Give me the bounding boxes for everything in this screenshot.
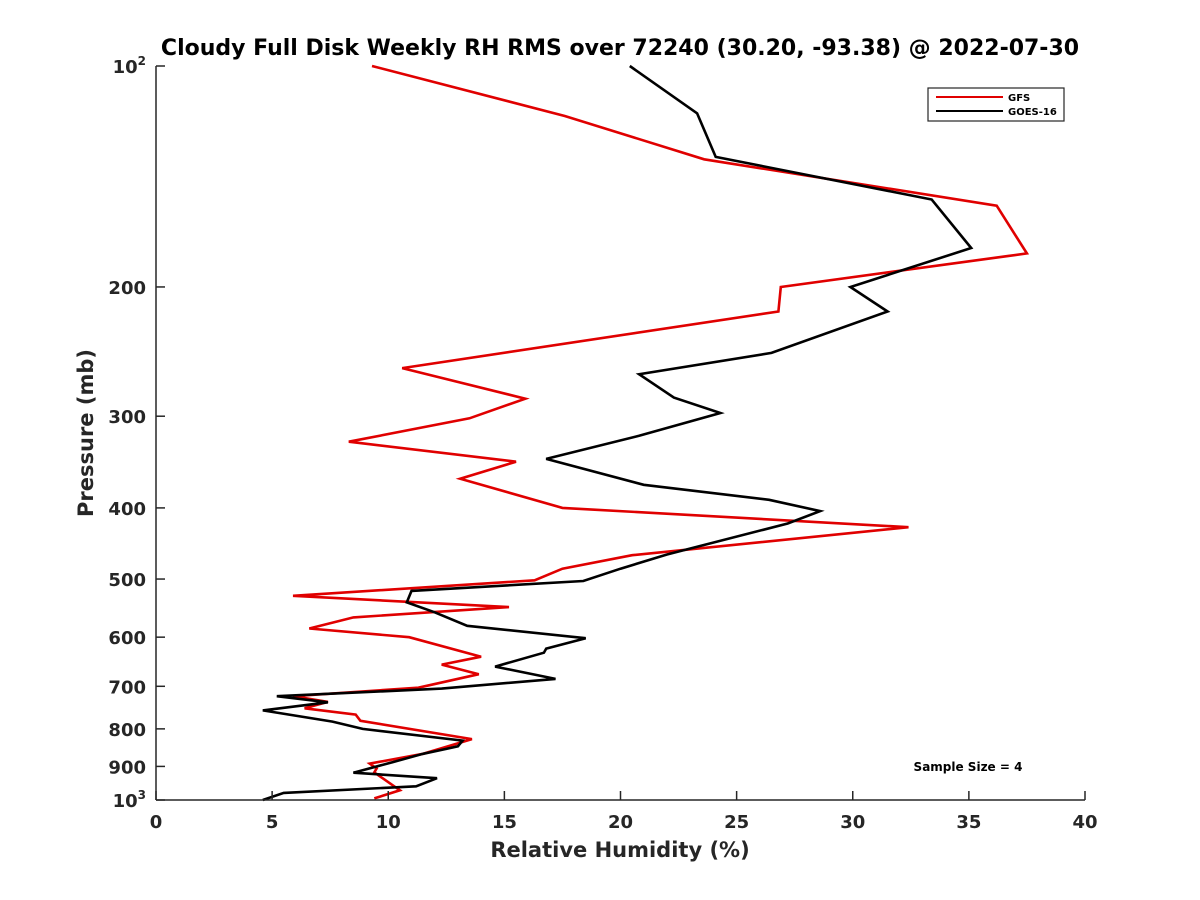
legend-label-gfs: GFS <box>1008 93 1030 104</box>
y-tick-label: 200 <box>108 278 146 299</box>
x-tick-label: 35 <box>956 812 981 833</box>
y-tick-label: 900 <box>108 757 146 778</box>
x-tick-label: 15 <box>492 812 517 833</box>
sample-size-annotation: Sample Size = 4 <box>914 760 1023 774</box>
y-tick-label-base: 600 <box>108 628 146 649</box>
y-tick-label: 500 <box>108 570 146 591</box>
y-tick-label: 700 <box>108 677 146 698</box>
series-line-goes16 <box>262 64 974 802</box>
y-tick-label-exponent: 3 <box>138 788 146 802</box>
y-tick-label: 102 <box>113 54 146 78</box>
chart-title: Cloudy Full Disk Weekly RH RMS over 7224… <box>161 36 1079 61</box>
series-line-gfs <box>292 64 1030 800</box>
y-axis-label: Pressure (mb) <box>74 349 98 517</box>
y-tick-label-base: 300 <box>108 407 146 428</box>
y-tick-label-base: 400 <box>108 499 146 520</box>
x-tick-label: 30 <box>840 812 865 833</box>
x-tick-label: 25 <box>724 812 749 833</box>
y-tick-label-base: 500 <box>108 570 146 591</box>
plot-area: 0 5 10 15 20 25 30 35 40 10220030040050060070080… <box>108 54 1097 833</box>
y-tick-label-base: 10 <box>113 57 138 78</box>
y-tick-label: 400 <box>108 499 146 520</box>
y-tick-label: 800 <box>108 720 146 741</box>
y-tick-label-base: 800 <box>108 720 146 741</box>
series-layer <box>262 64 1030 802</box>
y-tick-label: 600 <box>108 628 146 649</box>
y-tick-label-base: 700 <box>108 677 146 698</box>
x-tick-label: 0 <box>150 812 163 833</box>
y-tick-label: 300 <box>108 407 146 428</box>
y-tick-label-base: 10 <box>113 791 138 812</box>
x-tick-label: 40 <box>1072 812 1097 833</box>
y-tick-label: 103 <box>113 788 146 812</box>
x-axis-label: Relative Humidity (%) <box>490 838 749 862</box>
y-tick-label-base: 900 <box>108 757 146 778</box>
legend-label-goes16: GOES-16 <box>1008 107 1057 118</box>
x-tick-label: 20 <box>608 812 633 833</box>
y-tick-label-base: 200 <box>108 278 146 299</box>
legend-box <box>927 87 1065 122</box>
x-axis-ticks: 0 5 10 15 20 25 30 35 40 <box>150 791 1098 833</box>
x-tick-label: 10 <box>376 812 401 833</box>
x-tick-label: 5 <box>266 812 279 833</box>
legend: GFS GOES-16 <box>927 87 1065 122</box>
y-tick-label-exponent: 2 <box>138 54 146 68</box>
